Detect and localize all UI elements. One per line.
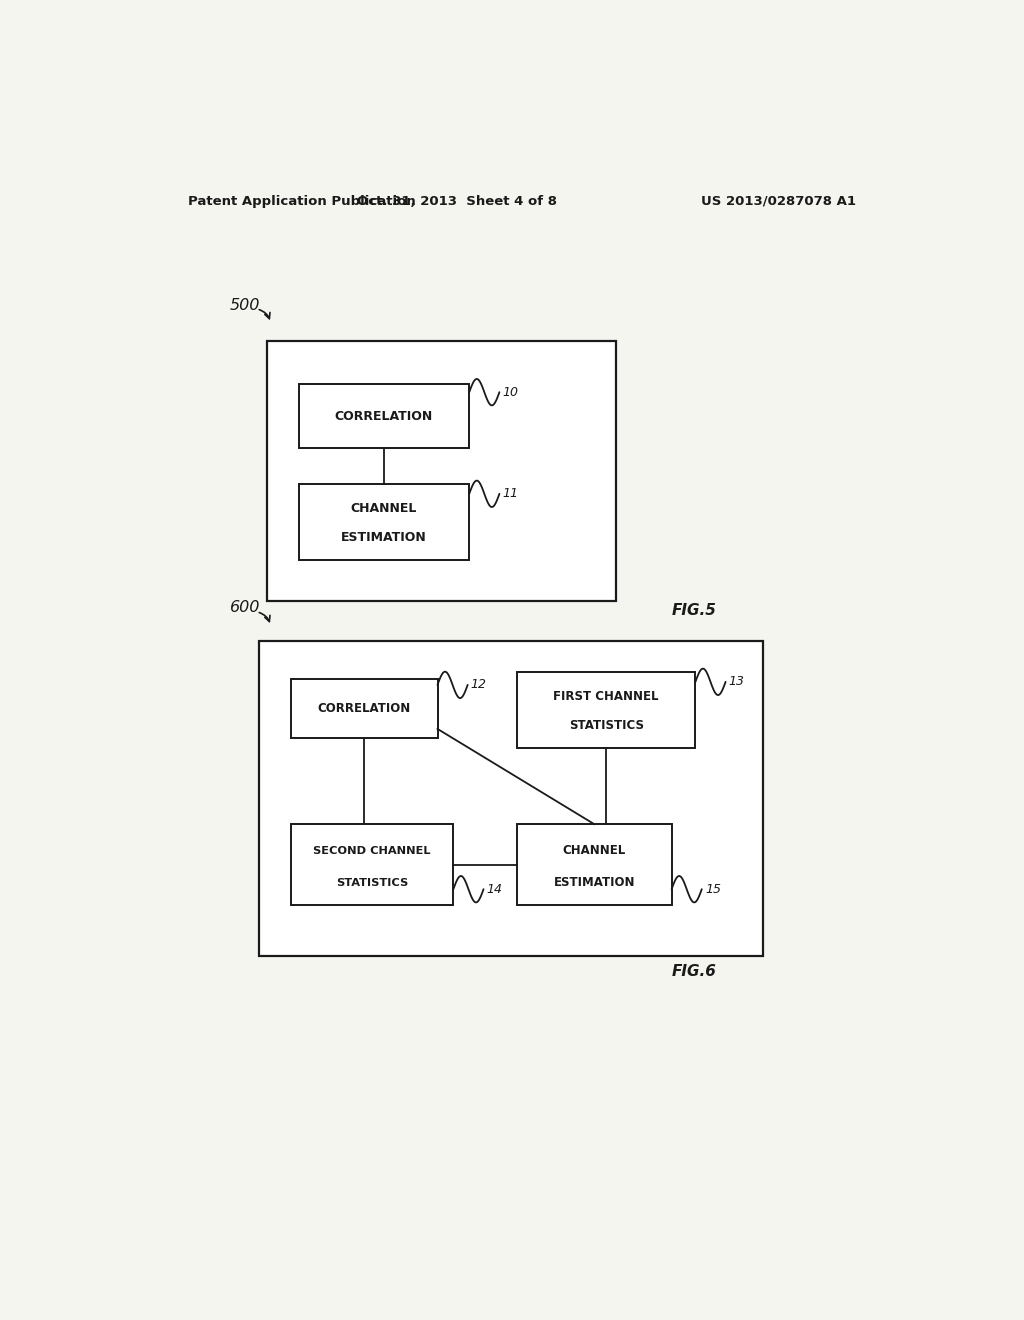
Bar [299, 483, 469, 560]
Bar [517, 672, 695, 748]
Text: CORRELATION: CORRELATION [335, 409, 433, 422]
Text: FIG.5: FIG.5 [672, 603, 717, 618]
Text: STATISTICS: STATISTICS [336, 878, 409, 887]
Text: Patent Application Publication: Patent Application Publication [187, 194, 416, 207]
Text: 500: 500 [229, 298, 260, 313]
Text: ESTIMATION: ESTIMATION [341, 531, 427, 544]
Text: 600: 600 [229, 601, 260, 615]
Text: CORRELATION: CORRELATION [317, 702, 411, 714]
Text: FIG.6: FIG.6 [672, 964, 717, 979]
Text: CHANNEL: CHANNEL [562, 845, 626, 858]
Text: SECOND CHANNEL: SECOND CHANNEL [313, 846, 431, 855]
Text: 11: 11 [503, 487, 518, 500]
Bar [267, 342, 616, 601]
Text: FIRST CHANNEL: FIRST CHANNEL [553, 689, 658, 702]
Bar [259, 642, 763, 956]
Bar [291, 678, 437, 738]
Bar [517, 824, 672, 906]
Text: 10: 10 [503, 385, 518, 399]
Text: 13: 13 [729, 676, 744, 688]
Text: 15: 15 [705, 883, 721, 896]
Text: Oct. 31, 2013  Sheet 4 of 8: Oct. 31, 2013 Sheet 4 of 8 [357, 194, 557, 207]
Bar [291, 824, 454, 906]
Text: 12: 12 [471, 678, 486, 692]
Text: US 2013/0287078 A1: US 2013/0287078 A1 [701, 194, 856, 207]
Bar [299, 384, 469, 447]
Text: ESTIMATION: ESTIMATION [554, 876, 635, 890]
Text: 14: 14 [486, 883, 503, 896]
Text: CHANNEL: CHANNEL [351, 503, 417, 515]
Text: STATISTICS: STATISTICS [568, 718, 644, 731]
